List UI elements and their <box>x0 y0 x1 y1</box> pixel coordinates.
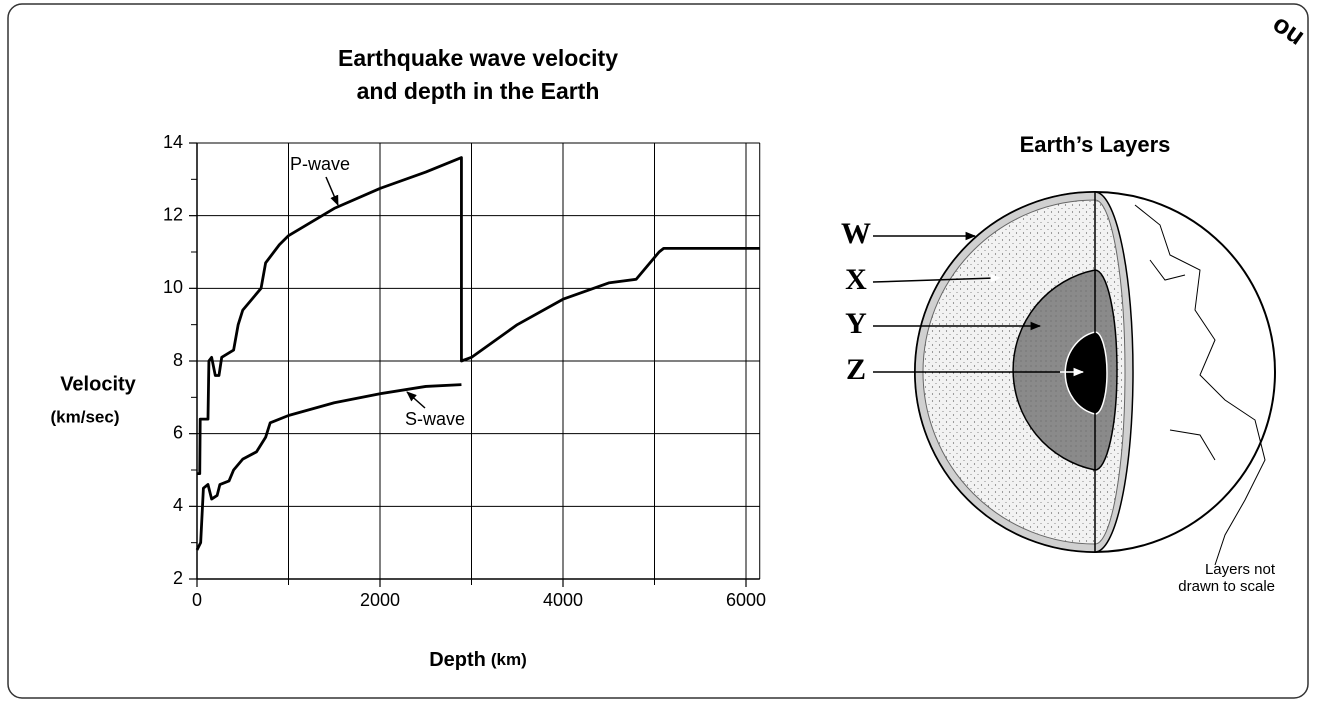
layer-label: W <box>841 217 871 250</box>
x-tick-label: 0 <box>192 590 202 610</box>
annotation-arrow <box>407 392 425 408</box>
chart-title: Earthquake wave velocity <box>338 45 618 71</box>
x-axis-label: Depth (km) <box>429 649 527 671</box>
layer-label: Z <box>846 353 866 386</box>
x-tick-label: 6000 <box>726 590 766 610</box>
layer-label: X <box>845 263 867 296</box>
plot: 2 4 6 8 10 12 14 0 2000 4000 6000 <box>163 132 766 610</box>
y-tick-label: 6 <box>173 422 183 442</box>
x-axis-label-text: Depth <box>429 649 486 671</box>
stamp: ou <box>1268 8 1311 51</box>
note: Layers not <box>1205 561 1276 578</box>
y-tick-label: 2 <box>173 568 183 588</box>
y-tick-label: 12 <box>163 204 183 224</box>
y-tick-label: 10 <box>163 277 183 297</box>
annotation-arrow <box>326 177 338 205</box>
series-label: S-wave <box>405 409 465 429</box>
y-tick-label: 8 <box>173 350 183 370</box>
y-tick-label: 14 <box>163 132 183 152</box>
layer-label: Y <box>845 307 867 340</box>
x-axis-unit: (km) <box>491 650 527 669</box>
y-axis-label: Velocity <box>60 373 136 395</box>
earth-diagram: Earth’s Layers W X Y Z Layers not drawn … <box>841 132 1276 595</box>
y-axis-unit: (km/sec) <box>51 407 120 426</box>
x-tick-label: 4000 <box>543 590 583 610</box>
series-line <box>197 158 760 474</box>
note: drawn to scale <box>1178 578 1275 595</box>
series-label: P-wave <box>290 154 350 174</box>
chart-title: and depth in the Earth <box>357 78 600 104</box>
y-tick-label: 4 <box>173 495 183 515</box>
x-tick-label: 2000 <box>360 590 400 610</box>
figure: ou Earthquake wave velocity and depth in… <box>0 0 1318 711</box>
diagram-title: Earth’s Layers <box>1020 132 1171 157</box>
